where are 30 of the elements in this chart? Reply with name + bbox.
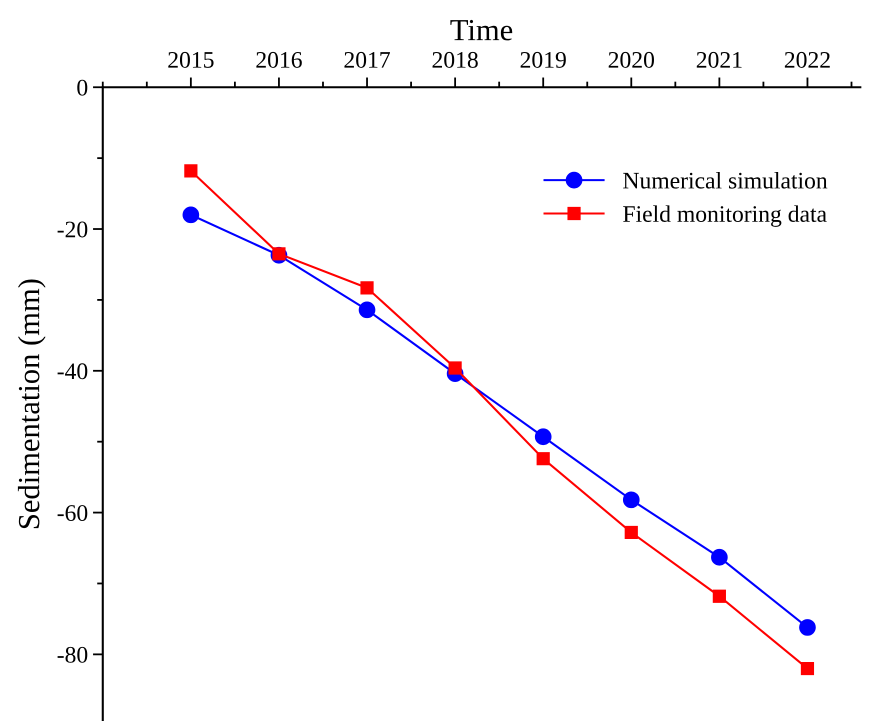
point [536,452,550,466]
point [448,361,462,375]
point [358,302,376,318]
point [800,662,814,676]
x-tick-label: 2022 [784,52,830,68]
point [624,526,638,540]
point [712,590,726,603]
x-axis-title: Time [450,20,512,40]
legend-label: Numerical simulation [623,172,828,189]
y-tick-label: 0 [77,80,88,96]
x-tick-label: 2015 [168,52,214,68]
x-tick-label: 2017 [344,52,390,68]
y-tick-label: -40 [58,363,88,380]
point [182,206,200,224]
x-tick-label: 2016 [256,52,302,68]
y-tick-label: -80 [58,646,88,663]
x-tick-label: 2018 [432,52,478,68]
point [184,164,198,178]
x-tick-label: 2020 [608,52,654,68]
x-tick-label: 2019 [520,52,566,68]
x-tick-label: 2021 [696,52,742,68]
y-tick-label: -60 [58,505,88,522]
point [534,428,552,446]
point [360,281,374,294]
point [799,619,816,636]
point [711,548,728,566]
legend-label: Field monitoring data [623,205,827,227]
y-tick-label: -20 [58,222,88,238]
y-axis-title: Sedimentation (mm) [18,279,46,528]
point [622,491,640,508]
